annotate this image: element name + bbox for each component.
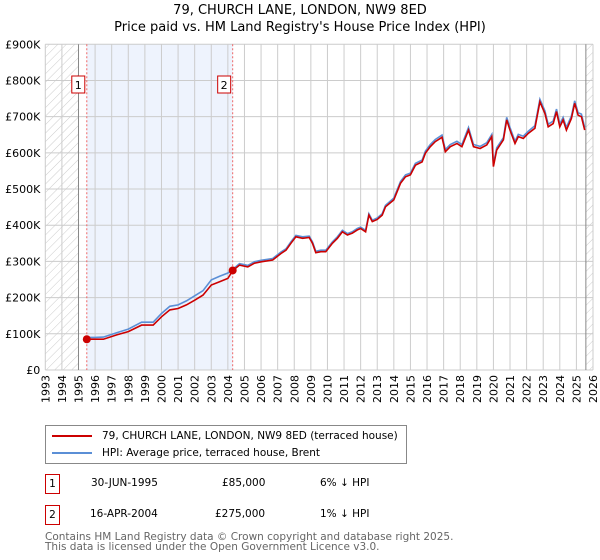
x-tick-label: 2015 [404, 375, 417, 403]
no-data-hatch-right [585, 44, 593, 371]
legend-swatch-property [52, 435, 92, 437]
y-tick-label: £300K [5, 255, 41, 268]
x-tick-label: 2022 [521, 375, 534, 403]
x-tick-label: 1994 [56, 375, 69, 403]
property-line [86, 99, 586, 341]
x-tick-label: 2002 [189, 375, 202, 403]
sale-date: 16-APR-2004 [90, 508, 158, 520]
x-tick-label: 1999 [139, 375, 152, 403]
footer-line: This data is licensed under the Open Gov… [45, 541, 380, 553]
y-tick-label: £500K [5, 183, 41, 196]
chart-title: 79, CHURCH LANE, LONDON, NW9 8ED [173, 3, 427, 18]
price-chart: 1993 1994 1995 1996 1997 1998 1999 2000 2001 2002… [5, 38, 600, 403]
y-tick-label: £800K [5, 74, 41, 87]
sale-label: 2 [221, 79, 228, 92]
x-tick-label: 2011 [338, 375, 351, 403]
sale-hpi-diff: 6% ↓ HPI [320, 477, 370, 489]
x-tick-label: 2021 [504, 375, 517, 403]
x-tick-label: 2020 [487, 375, 500, 403]
x-tick-label: 2008 [288, 375, 301, 403]
x-tick-label: 2001 [172, 375, 185, 403]
footer-line: Contains HM Land Registry data © Crown c… [45, 531, 454, 543]
legend-item-hpi: HPI: Average price, terraced house, Bren… [46, 445, 320, 461]
chart-subtitle: Price paid vs. HM Land Registry's House … [114, 20, 486, 35]
sale-date: 30-JUN-1995 [91, 477, 158, 489]
x-tick-label: 1996 [89, 375, 102, 403]
sale-price: £275,000 [215, 508, 266, 520]
y-tick-label: £700K [5, 111, 41, 124]
x-tick-label: 2023 [537, 375, 550, 403]
legend-label: HPI: Average price, terraced house, Bren… [102, 447, 321, 459]
x-tick-label: 2000 [155, 375, 168, 403]
x-tick-label: 1998 [122, 375, 135, 403]
y-tick-label: £100K [5, 328, 41, 341]
legend: 79, CHURCH LANE, LONDON, NW9 8ED (terrac… [45, 425, 407, 464]
x-tick-label: 2003 [205, 375, 218, 403]
y-tick-label: £600K [5, 147, 41, 160]
x-tick-label: 2016 [421, 375, 434, 403]
x-tick-label: 2024 [554, 375, 567, 403]
sale-hpi-diff: 1% ↓ HPI [320, 508, 370, 520]
x-tick-label: 2007 [272, 375, 285, 403]
x-tick-label: 2010 [321, 375, 334, 403]
x-tick-label: 2017 [438, 375, 451, 403]
y-tick-label: £400K [5, 219, 41, 232]
sale-label-box [217, 75, 232, 94]
footer: Contains HM Land Registry data © Crown c… [45, 531, 454, 553]
sale-label: 1 [75, 79, 82, 92]
x-tick-label: 2014 [388, 375, 401, 403]
x-tick-label: 2018 [454, 375, 467, 403]
x-tick-label: 2013 [371, 375, 384, 403]
x-tick-label: 2026 [587, 375, 600, 403]
x-tick-label: 2009 [305, 375, 318, 403]
x-tick-label: 2004 [222, 375, 235, 403]
x-tick-label: 1993 [39, 375, 52, 403]
y-tick-label: £900K [5, 38, 41, 51]
x-tick-label: 1995 [72, 375, 85, 403]
x-tick-label: 2006 [255, 375, 268, 403]
legend-label: 79, CHURCH LANE, LONDON, NW9 8ED (terrac… [102, 430, 398, 442]
x-tick-label: 1997 [106, 375, 119, 403]
y-tick-label: £200K [5, 292, 41, 305]
sale-row: 1 30-JUN-1995 £85,000 6% ↓ HPI [45, 474, 445, 494]
legend-swatch-hpi [52, 452, 92, 454]
x-tick-label: 2012 [355, 375, 368, 403]
sale-row: 2 16-APR-2004 £275,000 1% ↓ HPI [45, 505, 445, 525]
sale-point [228, 266, 237, 275]
x-tick-label: 2019 [471, 375, 484, 403]
sale-point [82, 335, 91, 344]
x-tick-label: 2025 [570, 375, 583, 403]
sale-price: £85,000 [222, 477, 266, 489]
sale-badge: 2 [45, 505, 60, 525]
x-tick-label: 2005 [238, 375, 251, 403]
sale-label-box [71, 75, 86, 94]
legend-item-property: 79, CHURCH LANE, LONDON, NW9 8ED (terrac… [46, 428, 398, 444]
y-tick-label: £0 [26, 364, 40, 377]
sale-badge: 1 [45, 474, 60, 494]
